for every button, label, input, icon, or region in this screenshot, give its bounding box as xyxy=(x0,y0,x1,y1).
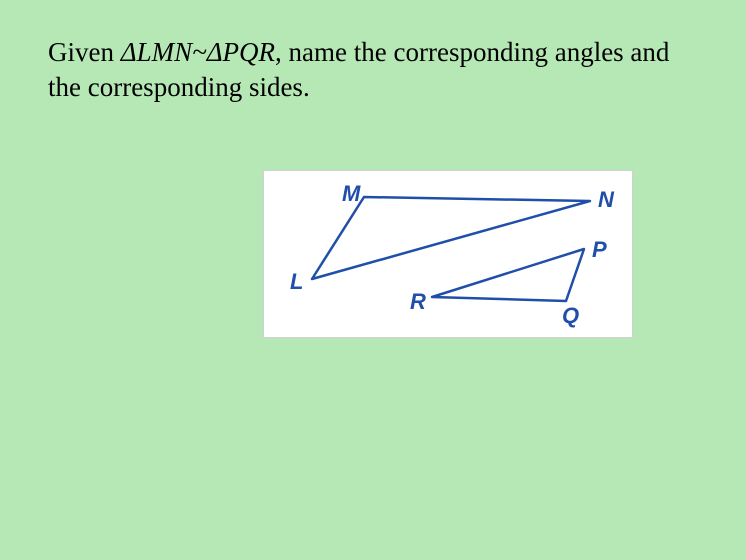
slide-content: Given ΔLMN~ΔPQR, name the corresponding … xyxy=(48,35,698,105)
vertex-label-P: P xyxy=(592,237,607,262)
prompt-prefix: Given xyxy=(48,37,121,67)
vertex-label-R: R xyxy=(410,289,426,314)
vertex-label-Q: Q xyxy=(562,303,579,328)
prompt-text: Given ΔLMN~ΔPQR, name the corresponding … xyxy=(48,35,698,105)
triangle-PQR xyxy=(432,249,584,301)
vertex-label-N: N xyxy=(598,187,615,212)
vertex-label-M: M xyxy=(342,181,361,206)
triangle-svg: M N L P Q R xyxy=(264,171,634,339)
triangle-LMN xyxy=(312,197,590,279)
triangle-figure: M N L P Q R xyxy=(263,170,633,338)
vertex-label-L: L xyxy=(290,269,303,294)
prompt-expr: ΔLMN~ΔPQR xyxy=(121,37,275,67)
